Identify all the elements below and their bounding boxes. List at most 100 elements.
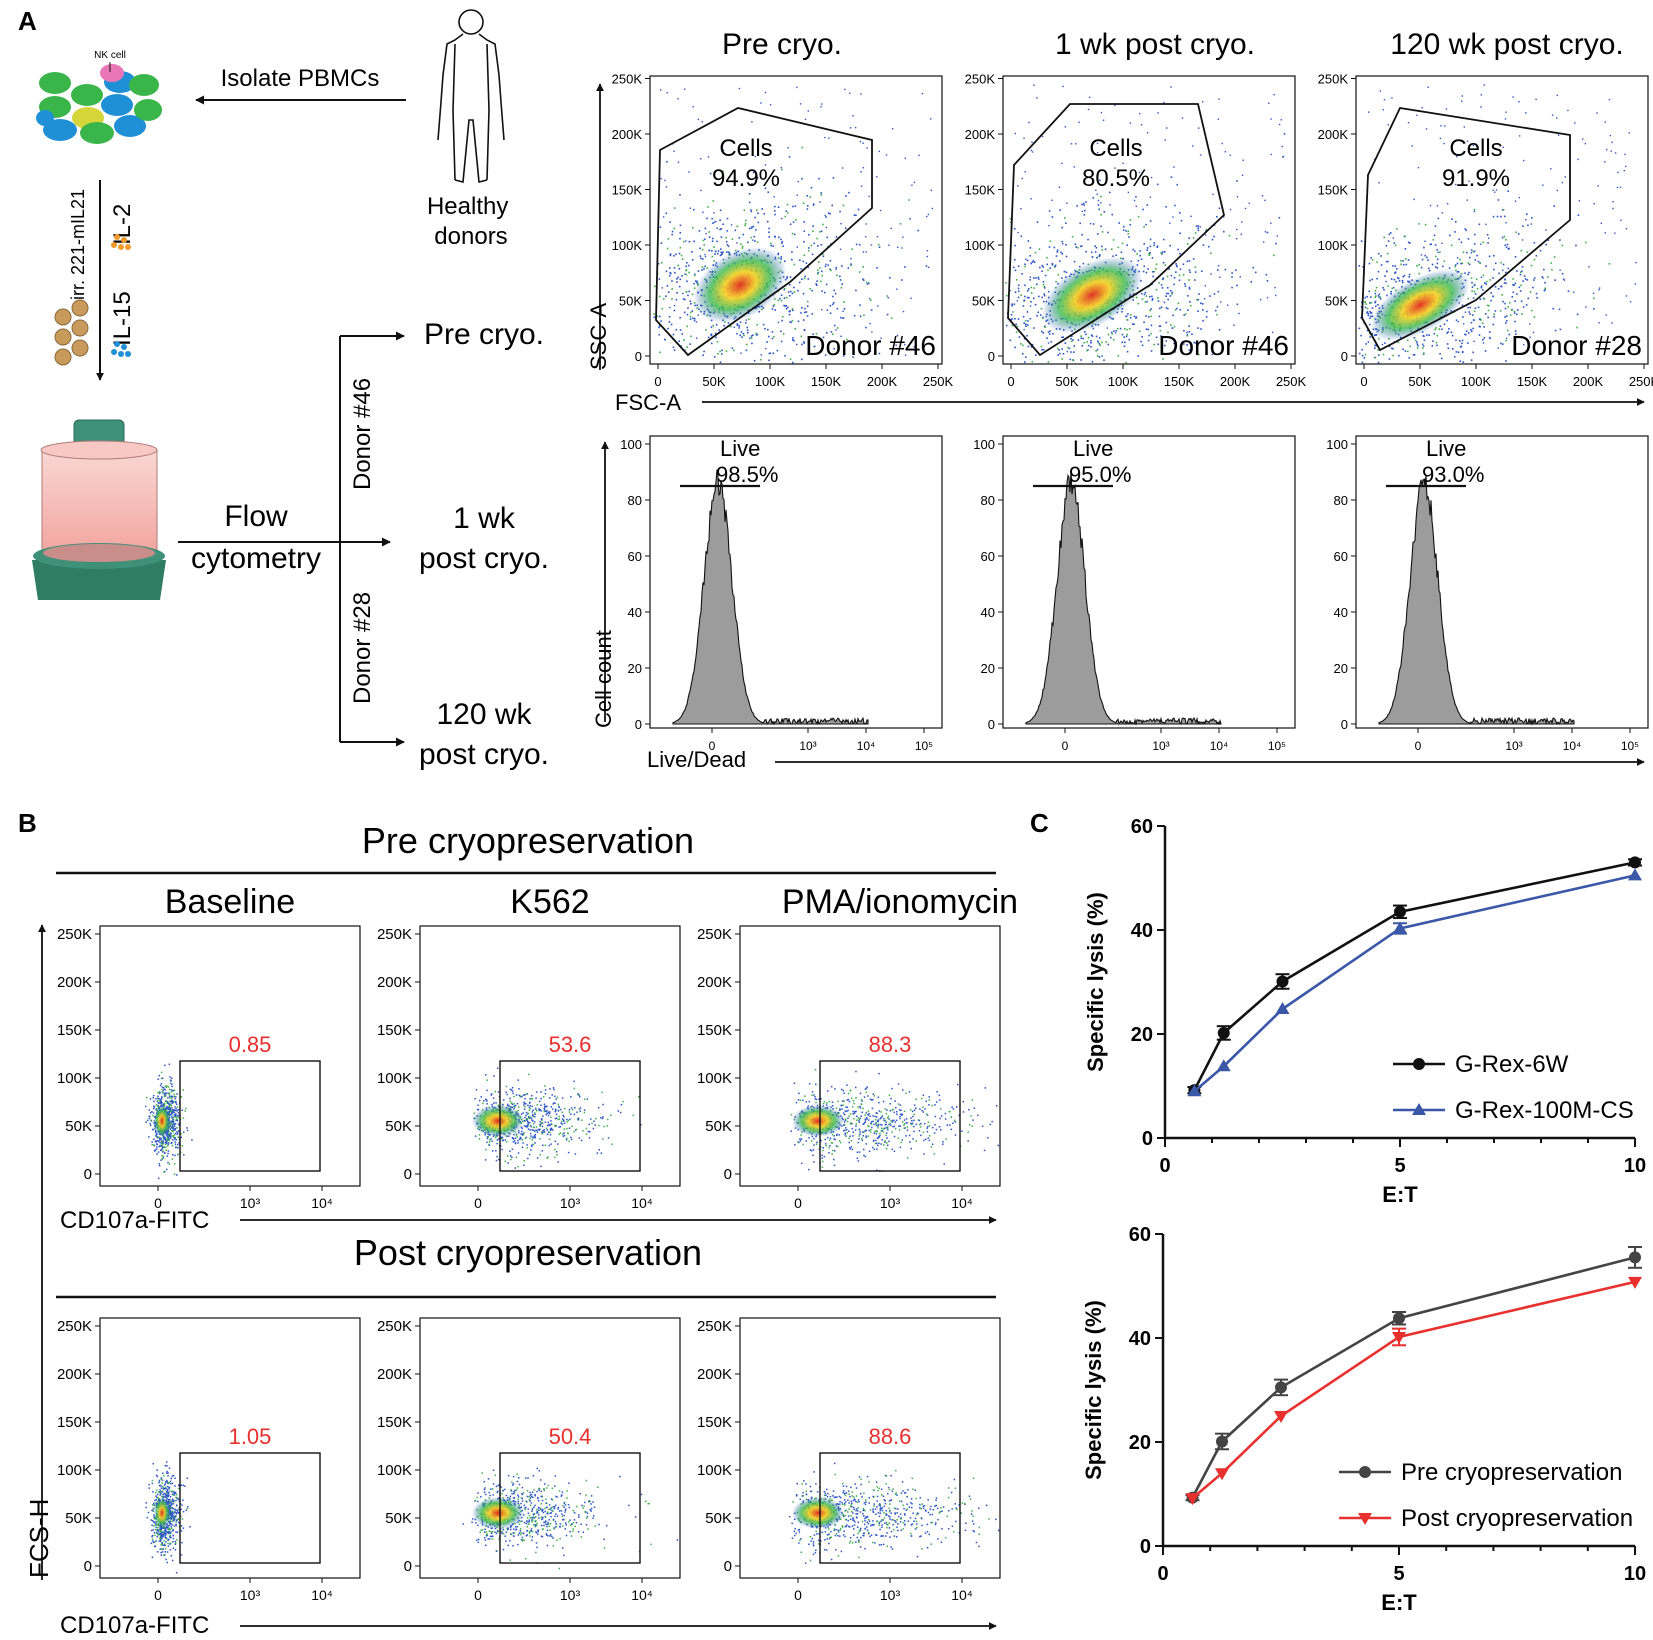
y-tick-label: 200K — [57, 1366, 92, 1383]
column-title: Baseline — [165, 883, 295, 921]
x-tick-label: 150K — [1164, 374, 1195, 389]
gate-name: Cells — [719, 135, 772, 162]
live-gate-percent: 98.5% — [716, 462, 778, 487]
nk-cell-label: NK cell — [94, 50, 126, 61]
x-tick-label: 10⁴ — [311, 1195, 333, 1211]
y-tick-label: 100 — [620, 437, 642, 452]
y-tick-label: 100 — [973, 437, 995, 452]
x-tick-label: 10³ — [240, 1195, 261, 1211]
y-tick-label: 100K — [57, 1070, 92, 1087]
x-tick-label: 10³ — [799, 739, 816, 753]
data-point — [1629, 1251, 1641, 1264]
x-tick-label: 0 — [1007, 374, 1014, 389]
legend-label: Post cryopreservation — [1401, 1505, 1633, 1532]
density-core — [792, 1105, 844, 1137]
density-core — [693, 247, 787, 323]
column-title: K562 — [510, 883, 589, 921]
ssc-a-label: SSC-A — [586, 302, 611, 370]
y-tick-label: 200K — [965, 127, 996, 142]
x-tick-label: 10³ — [880, 1195, 901, 1211]
y-tick-label: 250K — [377, 1318, 412, 1335]
pre-cryopreservation-title: Pre cryopreservation — [362, 820, 694, 861]
legend-label: G-Rex-6W — [1455, 1051, 1569, 1078]
live-gate-name: Live — [720, 436, 760, 461]
y-tick-label: 150K — [697, 1022, 732, 1039]
x-axis-label: E:T — [1382, 1182, 1418, 1207]
cd107a-gate — [819, 1452, 961, 1564]
y-tick-label: 200K — [57, 974, 92, 991]
y-tick-label: 250K — [697, 926, 732, 943]
feeder-cells-icon — [54, 299, 89, 366]
x-tick-label: 10⁴ — [951, 1195, 973, 1211]
y-tick-label: 0 — [1142, 1128, 1153, 1150]
flow-label-line1: Flow — [224, 500, 288, 533]
series-circle: Pre cryopreservation — [1185, 1246, 1642, 1504]
y-tick-label: 100K — [377, 1462, 412, 1479]
y-tick-label: 40 — [1131, 920, 1153, 942]
x-tick-label: 250K — [1276, 374, 1307, 389]
x-tick-label: 0 — [1062, 739, 1069, 753]
x-tick-label: 10³ — [560, 1587, 581, 1603]
x-tick-label: 100K — [755, 374, 786, 389]
scatter-plot: Cells 80.5% Donor #46 00 50K 50K 100K 100K 150K 1… — [965, 72, 1307, 390]
healthy-donors-line2: donors — [434, 223, 507, 250]
series-circle: G-Rex-6W — [1187, 856, 1642, 1097]
y-tick-label: 0 — [635, 717, 642, 732]
data-point — [1216, 1059, 1231, 1072]
y-tick-label: 50K — [385, 1118, 412, 1135]
y-tick-label: 150K — [377, 1414, 412, 1431]
plot-frame — [99, 1317, 361, 1579]
panel-a: A NK cell Isolate PBMCs — [18, 6, 1653, 772]
x-tick-label: 10⁵ — [915, 739, 933, 753]
data-point — [1216, 1435, 1228, 1448]
data-point — [1185, 1493, 1200, 1506]
y-tick-label: 40 — [981, 605, 995, 620]
donor-id: Donor #28 — [1511, 330, 1642, 361]
data-point — [1629, 856, 1641, 869]
scatter-plot: Cells 91.9% Donor #28 00 50K 50K 100K 100K 150K 1… — [1318, 72, 1653, 390]
donor28-branch-label: Donor #28 — [349, 592, 376, 704]
cd107a-label: CD107a-FITC — [60, 1612, 209, 1639]
plot-frame — [419, 925, 681, 1187]
branch-1wk-line2: post cryo. — [419, 542, 549, 575]
y-tick-label: 150K — [612, 183, 643, 198]
x-tick-label: 5 — [1393, 1563, 1404, 1585]
x-tick-label: 250K — [1629, 374, 1653, 389]
branch-1wk-line1: 1 wk — [453, 502, 516, 535]
x-tick-label: 100K — [1108, 374, 1139, 389]
legend-marker — [1359, 1466, 1371, 1478]
x-tick-label: 200K — [1573, 374, 1604, 389]
y-tick-label: 100K — [1318, 238, 1349, 253]
y-tick-label: 100 — [1326, 437, 1348, 452]
x-tick-label: 10⁴ — [631, 1587, 653, 1603]
x-tick-label: 10³ — [240, 1587, 261, 1603]
isolate-label: Isolate PBMCs — [221, 65, 380, 92]
y-tick-label: 50K — [65, 1118, 92, 1135]
branch-pre-label: Pre cryo. — [424, 318, 544, 351]
y-tick-label: 0 — [404, 1166, 412, 1183]
y-tick-label: 50K — [705, 1510, 732, 1527]
cd107a-gate — [499, 1060, 641, 1172]
y-tick-label: 20 — [1334, 661, 1348, 676]
x-tick-label: 10⁴ — [1563, 739, 1582, 753]
cd107a-gate — [179, 1452, 321, 1564]
y-tick-label: 50K — [65, 1510, 92, 1527]
series-line — [1193, 861, 1636, 1091]
cells-gate — [1361, 107, 1571, 352]
data-point — [1393, 1312, 1405, 1325]
cd107a-plot: 0.85 0 50K 100K 150K 200K 250K 0 10³ 10⁴ — [57, 925, 361, 1211]
data-point — [1628, 868, 1642, 881]
y-tick-label: 150K — [1318, 183, 1349, 198]
gate-value: 88.6 — [869, 1424, 912, 1449]
y-tick-label: 20 — [1129, 1432, 1151, 1454]
y-tick-label: 150K — [377, 1022, 412, 1039]
x-tick-label: 10⁴ — [1210, 739, 1229, 753]
y-tick-label: 40 — [1129, 1328, 1151, 1350]
y-tick-label: 0 — [1140, 1536, 1151, 1558]
data-point — [1215, 1468, 1229, 1481]
panel-a-label: A — [18, 6, 37, 36]
cd107a-gate — [179, 1060, 321, 1172]
data-point — [1275, 1002, 1290, 1015]
